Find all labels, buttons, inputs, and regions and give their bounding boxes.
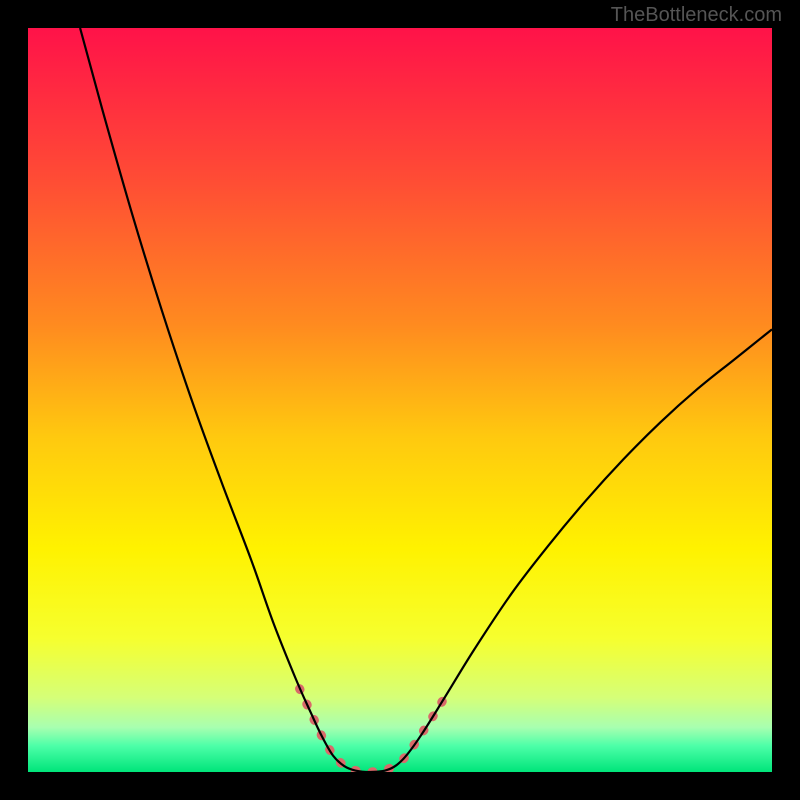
gradient-background	[28, 28, 772, 772]
bottleneck-chart	[28, 28, 772, 772]
watermark: TheBottleneck.com	[611, 4, 782, 27]
